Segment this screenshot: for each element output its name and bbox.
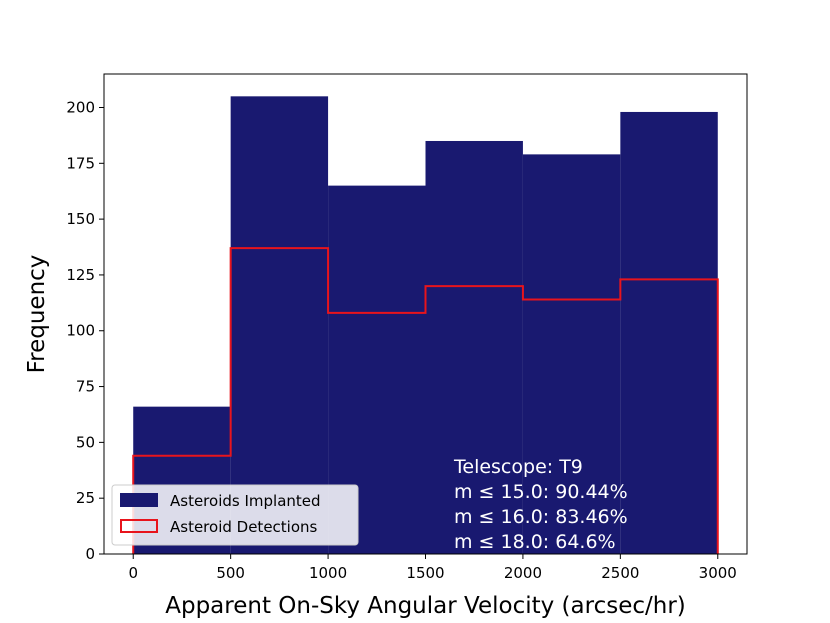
x-axis-label: Apparent On-Sky Angular Velocity (arcsec…	[165, 593, 686, 619]
x-tick-label-1: 500	[216, 564, 245, 582]
x-axis-ticks: 0 500 1000 1500 2000 2500 3000	[128, 554, 737, 582]
bar-implanted-4	[522, 154, 621, 555]
annotation-line-telescope: Telescope: T9	[453, 456, 583, 478]
bar-implanted-5	[620, 111, 718, 554]
y-tick-label-2: 50	[76, 433, 95, 451]
y-tick-label-6: 150	[66, 210, 95, 228]
x-tick-label-6: 3000	[699, 564, 737, 582]
y-tick-label-1: 25	[76, 489, 95, 507]
legend-swatch-detections	[120, 519, 158, 533]
y-tick-label-3: 75	[76, 378, 95, 396]
x-tick-label-2: 1000	[309, 564, 347, 582]
annotation-line-m18: m ≤ 18.0: 64.6%	[454, 531, 616, 553]
annotation-line-m15: m ≤ 15.0: 90.44%	[454, 481, 628, 503]
legend-label-detections: Asteroid Detections	[170, 518, 318, 536]
legend-box	[111, 484, 359, 546]
y-tick-label-5: 125	[66, 266, 95, 284]
bar-implanted-3	[425, 140, 523, 554]
x-tick-label-0: 0	[128, 564, 138, 582]
x-tick-label-4: 2000	[504, 564, 542, 582]
y-tick-label-0: 0	[85, 545, 95, 563]
bar-implanted-1	[230, 96, 329, 554]
detections-step-line	[132, 247, 719, 554]
x-tick-label-3: 1500	[406, 564, 444, 582]
y-axis-label: Frequency	[24, 255, 50, 374]
legend-label-implanted: Asteroids Implanted	[170, 492, 321, 510]
y-tick-label-4: 100	[66, 322, 95, 340]
y-axis-ticks: 0 25 50 75 100 125 150 175 200	[66, 98, 104, 563]
legend-swatch-implanted	[120, 493, 158, 507]
y-tick-label-7: 175	[66, 154, 95, 172]
annotation-line-m16: m ≤ 16.0: 83.46%	[454, 506, 628, 528]
implanted-bars	[133, 96, 718, 555]
legend: Asteroids Implanted Asteroid Detections	[111, 484, 359, 546]
y-tick-label-8: 200	[66, 98, 95, 116]
x-tick-label-5: 2500	[601, 564, 639, 582]
stats-annotation: Telescope: T9 m ≤ 15.0: 90.44% m ≤ 16.0:…	[453, 456, 628, 553]
